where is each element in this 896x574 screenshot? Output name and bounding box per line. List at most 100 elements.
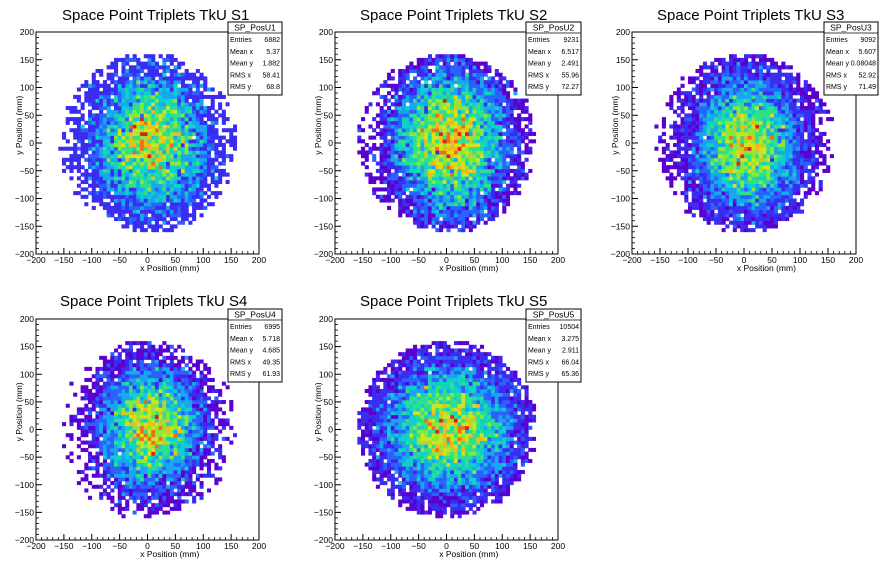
histogram-bin: [125, 102, 130, 107]
histogram-bin: [453, 54, 458, 59]
x-tick-label: 100: [495, 255, 509, 265]
histogram-bin: [725, 180, 730, 185]
histogram-bin: [427, 220, 432, 225]
histogram-bin: [416, 94, 421, 99]
histogram-bin: [169, 131, 174, 136]
histogram-bin: [136, 168, 141, 173]
histogram-bin: [729, 109, 734, 114]
histogram-bin: [676, 172, 681, 177]
histogram-bin: [706, 146, 711, 151]
histogram-bin: [379, 180, 384, 185]
histogram-bin: [188, 91, 193, 96]
histogram-bin: [416, 124, 421, 129]
histogram-bin: [169, 228, 174, 233]
histogram-bin: [457, 150, 462, 155]
histogram-bin: [736, 91, 741, 96]
histogram-bin: [166, 220, 171, 225]
histogram-bin: [214, 165, 219, 170]
histogram-bin: [740, 61, 745, 66]
histogram-bin: [691, 187, 696, 192]
histogram-bin: [717, 135, 722, 140]
histogram-bin: [721, 91, 726, 96]
histogram-bin: [95, 154, 100, 159]
histogram-bin: [461, 194, 466, 199]
histogram-bin: [513, 180, 518, 185]
histogram-bin: [210, 168, 215, 173]
histogram-bin: [117, 124, 122, 129]
histogram-bin: [132, 91, 137, 96]
histogram-bin: [195, 91, 200, 96]
histogram-bin: [232, 143, 238, 148]
histogram-bin: [800, 124, 805, 129]
histogram-bin: [680, 131, 685, 136]
histogram-bin: [744, 228, 749, 233]
histogram-bin: [476, 69, 481, 74]
histogram-bin: [99, 150, 104, 155]
histogram-bin: [446, 128, 451, 133]
histogram-bin: [788, 131, 793, 136]
histogram-bin: [706, 187, 711, 192]
histogram-bin: [461, 69, 466, 74]
histogram-bin: [479, 120, 485, 125]
histogram-bin: [818, 180, 823, 185]
histogram-bin: [132, 80, 137, 85]
histogram-bin: [691, 183, 696, 188]
histogram-bin: [136, 120, 141, 125]
histogram-bin: [416, 109, 421, 114]
histogram-bin: [706, 113, 711, 118]
histogram-bin: [792, 124, 797, 129]
histogram-bin: [513, 139, 518, 144]
histogram-bin: [509, 146, 514, 151]
histogram-bin: [520, 176, 525, 181]
histogram-bin: [483, 65, 488, 70]
histogram-bin: [435, 205, 440, 210]
histogram-bin: [770, 72, 775, 77]
histogram-bin: [517, 120, 522, 125]
histogram-bin: [758, 69, 764, 74]
histogram-bin: [409, 128, 414, 133]
histogram-bin: [807, 161, 812, 166]
histogram-bin: [110, 139, 115, 144]
histogram-bin: [442, 187, 447, 192]
histogram-bin: [117, 106, 122, 111]
histogram-bin: [513, 120, 518, 125]
histogram-bin: [405, 117, 410, 122]
histogram-bin: [192, 168, 197, 173]
x-tick-label: −100: [82, 255, 101, 265]
histogram-bin: [409, 61, 414, 66]
histogram-bin: [225, 154, 230, 159]
histogram-bin: [162, 76, 167, 81]
histogram-bin: [721, 76, 726, 81]
histogram-bin: [781, 146, 786, 151]
histogram-bin: [180, 113, 186, 118]
histogram-bin: [695, 161, 700, 166]
histogram-bin: [747, 150, 752, 155]
histogram-bin: [744, 146, 749, 151]
histogram-bin: [416, 65, 421, 70]
histogram-bin: [725, 165, 730, 170]
histogram-bin: [442, 205, 447, 210]
histogram-bin: [409, 131, 414, 136]
histogram-bin: [106, 109, 111, 114]
histogram-bin: [706, 157, 711, 162]
histogram-bin: [758, 150, 764, 155]
histogram-bin: [803, 106, 808, 111]
histogram-bin: [158, 131, 163, 136]
histogram-bin: [121, 87, 126, 92]
histogram-bin: [405, 98, 410, 103]
histogram-bin: [180, 106, 186, 111]
histogram-bin: [140, 228, 145, 233]
histogram-bin: [439, 54, 444, 59]
histogram-bin: [136, 61, 141, 66]
histogram-bin: [154, 168, 159, 173]
histogram-bin: [736, 146, 741, 151]
histogram-bin: [416, 102, 421, 107]
histogram-bin: [747, 198, 752, 203]
histogram-bin: [491, 98, 496, 103]
histogram-bin: [766, 57, 771, 62]
histogram-bin: [390, 87, 395, 92]
histogram-bin: [491, 94, 496, 99]
histogram-bin: [195, 94, 200, 99]
histogram-bin: [770, 213, 775, 218]
histogram-bin: [88, 91, 93, 96]
